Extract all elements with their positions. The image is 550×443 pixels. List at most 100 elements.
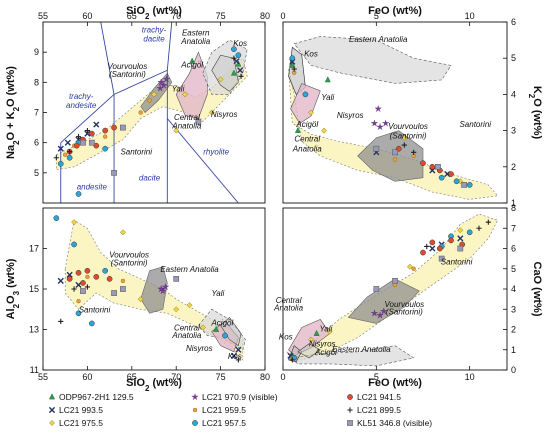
series-lc21-975-5 xyxy=(151,76,224,134)
data-point xyxy=(373,145,380,152)
region-label: (Santorini) xyxy=(111,259,148,268)
data-point xyxy=(213,325,220,332)
data-point xyxy=(88,320,95,327)
field-central-anatolia xyxy=(290,83,321,124)
data-point xyxy=(199,324,206,331)
classification-line xyxy=(113,69,168,95)
y-tick-label: 0 xyxy=(511,365,516,375)
data-point xyxy=(392,149,398,156)
y-axis-title: Na2O + K2O (wt%) xyxy=(5,66,21,159)
data-point xyxy=(67,149,73,155)
data-point xyxy=(392,157,398,162)
region-label: (Santorini) xyxy=(390,132,427,141)
series-lc21-970-9-visible xyxy=(370,104,390,131)
region-label: Yali xyxy=(320,325,333,334)
data-point xyxy=(411,149,417,155)
data-point xyxy=(147,98,152,103)
series-lc21-941-5 xyxy=(66,267,113,286)
data-point xyxy=(66,276,73,282)
data-point xyxy=(156,84,164,92)
data-point xyxy=(66,271,73,278)
legend-marker xyxy=(48,393,56,400)
data-point xyxy=(80,288,86,294)
y-tick-label: 5 xyxy=(34,168,39,178)
legend-label: LC21 957.5 xyxy=(202,418,246,428)
data-point xyxy=(173,276,180,282)
legend-label: LC21 959.5 xyxy=(202,405,246,415)
legend-marker xyxy=(347,394,353,400)
data-point xyxy=(302,91,309,98)
data-point xyxy=(289,61,296,68)
legend-label: LC21 975.5 xyxy=(59,418,103,428)
data-point xyxy=(381,119,390,127)
series-lc21-959-5 xyxy=(63,98,152,157)
data-point xyxy=(103,134,108,139)
data-point xyxy=(93,142,100,149)
legend-item-odp967-2h1-129-5: ODP967-2H1 129.5 xyxy=(48,392,134,402)
series-lc21-899-5 xyxy=(289,219,491,363)
x-tick-label: 75 xyxy=(216,11,226,21)
region-label: Acigöl xyxy=(314,348,337,357)
data-point xyxy=(373,286,380,292)
data-point xyxy=(392,278,398,284)
region-label: Santorini xyxy=(120,148,152,157)
x-axis-title: FeO (wt%) xyxy=(368,377,422,389)
y-tick-label: 6 xyxy=(34,138,39,148)
region-label: Central xyxy=(294,134,320,143)
region-label: Kos xyxy=(279,333,293,342)
data-point xyxy=(75,269,82,276)
series-lc21-899-5 xyxy=(58,284,241,363)
legend-item-lc21-941-5: LC21 941.5 xyxy=(347,392,401,402)
legend-item-lc21-993-5: LC21 993.5 xyxy=(48,405,103,415)
legend-marker xyxy=(347,420,353,426)
data-point xyxy=(84,130,91,137)
region-label: Central xyxy=(276,296,302,305)
classification-label: trachy- xyxy=(69,92,94,101)
x-axis-title: FeO (wt%) xyxy=(368,5,422,17)
region-label: Yali xyxy=(321,93,334,102)
y-tick-label: 3 xyxy=(511,126,516,136)
data-point xyxy=(106,276,113,282)
data-point xyxy=(401,134,408,141)
data-point xyxy=(231,46,237,53)
x-axis-title: SiO2 (wt%) xyxy=(126,5,182,21)
data-point xyxy=(231,55,237,61)
data-point xyxy=(308,109,314,116)
data-point xyxy=(461,182,467,188)
region-label: Central xyxy=(174,113,200,122)
classification-line xyxy=(100,22,115,95)
x-tick-label: 10 xyxy=(465,11,475,21)
region-label: Kos xyxy=(228,352,242,361)
data-point xyxy=(321,127,328,134)
series-odp967-2h1-129-5 xyxy=(213,325,220,332)
classification-label: trachy- xyxy=(142,26,167,35)
y-tick-label: 7 xyxy=(511,223,516,233)
data-point xyxy=(120,286,126,292)
y-axis-title: CaO (wt%) xyxy=(531,262,543,317)
region-label: Eastern xyxy=(182,29,210,38)
data-point xyxy=(71,241,77,248)
region-label: Kos xyxy=(304,49,318,58)
data-point xyxy=(84,267,91,274)
legend-label: LC21 941.5 xyxy=(357,392,401,402)
y-tick-label: 15 xyxy=(29,284,39,294)
data-point xyxy=(457,245,464,252)
data-point xyxy=(466,182,473,188)
series-lc21-959-5 xyxy=(76,274,126,304)
region-label: Vourvoulos xyxy=(384,300,424,309)
data-point xyxy=(120,124,126,131)
y-tick-label: 2 xyxy=(511,325,516,335)
data-point xyxy=(58,318,64,324)
x-tick-label: 5 xyxy=(374,11,379,21)
legend-marker xyxy=(347,407,353,413)
field-eastern-anatolia xyxy=(289,345,415,367)
y-tick-label: 2 xyxy=(511,162,516,172)
series-lc21-975-5 xyxy=(71,219,206,331)
data-point xyxy=(73,142,80,149)
field-vourvoulos-santorini xyxy=(140,266,168,314)
region-label: Yali xyxy=(172,84,185,93)
y-tick-label: 13 xyxy=(29,325,39,335)
series-lc21-975-5 xyxy=(308,227,464,343)
data-point xyxy=(64,139,71,146)
y-tick-label: 4 xyxy=(511,89,516,99)
